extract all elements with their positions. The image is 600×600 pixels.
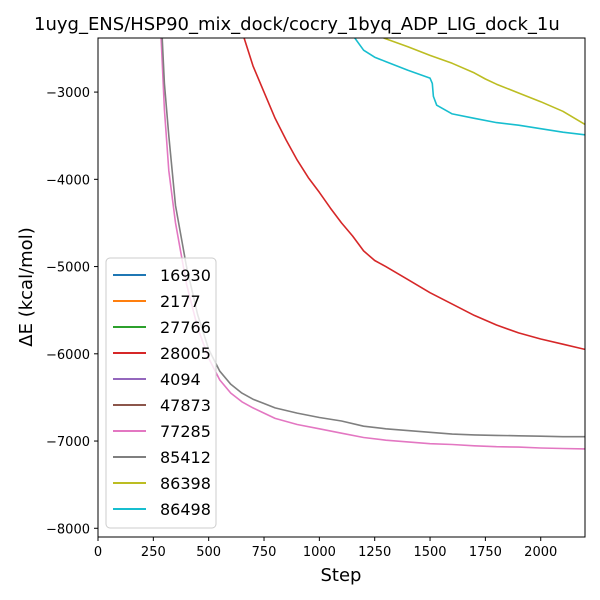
x-tick-label: 1250 bbox=[358, 545, 391, 560]
x-tick-label: 2000 bbox=[524, 545, 557, 560]
x-tick-label: 250 bbox=[141, 545, 166, 560]
legend-label-85412: 85412 bbox=[160, 448, 211, 467]
y-tick-label: −7000 bbox=[46, 435, 90, 450]
series-line-86498 bbox=[354, 38, 585, 136]
series-line-86398 bbox=[383, 38, 585, 126]
legend-box bbox=[105, 257, 217, 529]
chart-title: 1uyg_ENS/HSP90_mix_dock/cocry_1byq_ADP_L… bbox=[34, 14, 560, 35]
x-tick-label: 1000 bbox=[303, 545, 336, 560]
legend-label-2177: 2177 bbox=[160, 292, 201, 311]
y-tick-label: −4000 bbox=[46, 173, 90, 188]
y-tick-label: −3000 bbox=[46, 86, 90, 101]
x-axis: 0 250 500 750 1000 1250 1500 1750 2000 bbox=[94, 537, 557, 560]
legend: 16930 2177 27766 28005 4094 47873 77285 85412 86… bbox=[105, 257, 217, 529]
legend-label-28005: 28005 bbox=[160, 344, 211, 363]
plot-frame bbox=[97, 37, 586, 538]
x-axis-label: Step bbox=[321, 565, 362, 586]
x-tick-label: 1500 bbox=[413, 545, 446, 560]
series-line-77285 bbox=[160, 38, 585, 450]
x-tick-label: 0 bbox=[94, 545, 102, 560]
legend-label-77285: 77285 bbox=[160, 422, 211, 441]
series-line-85412 bbox=[161, 38, 585, 438]
legend-label-16930: 16930 bbox=[160, 266, 211, 285]
y-axis: −8000 −7000 −6000 −5000 −4000 −3000 bbox=[46, 86, 98, 537]
legend-entries: 16930 2177 27766 28005 4094 47873 77285 85412 86… bbox=[113, 266, 211, 519]
y-tick-label: −5000 bbox=[46, 261, 90, 276]
legend-label-4094: 4094 bbox=[160, 370, 201, 389]
y-axis-label: ΔE (kcal/mol) bbox=[16, 227, 37, 346]
y-tick-label: −8000 bbox=[46, 522, 90, 537]
x-tick-label: 750 bbox=[252, 545, 277, 560]
y-tick-label: −6000 bbox=[46, 348, 90, 363]
series-layer bbox=[160, 38, 585, 450]
legend-label-86498: 86498 bbox=[160, 500, 211, 519]
legend-label-47873: 47873 bbox=[160, 396, 211, 415]
series-line-28005 bbox=[243, 38, 585, 351]
x-tick-label: 500 bbox=[196, 545, 221, 560]
legend-label-86398: 86398 bbox=[160, 474, 211, 493]
x-tick-label: 1750 bbox=[469, 545, 502, 560]
legend-label-27766: 27766 bbox=[160, 318, 211, 337]
